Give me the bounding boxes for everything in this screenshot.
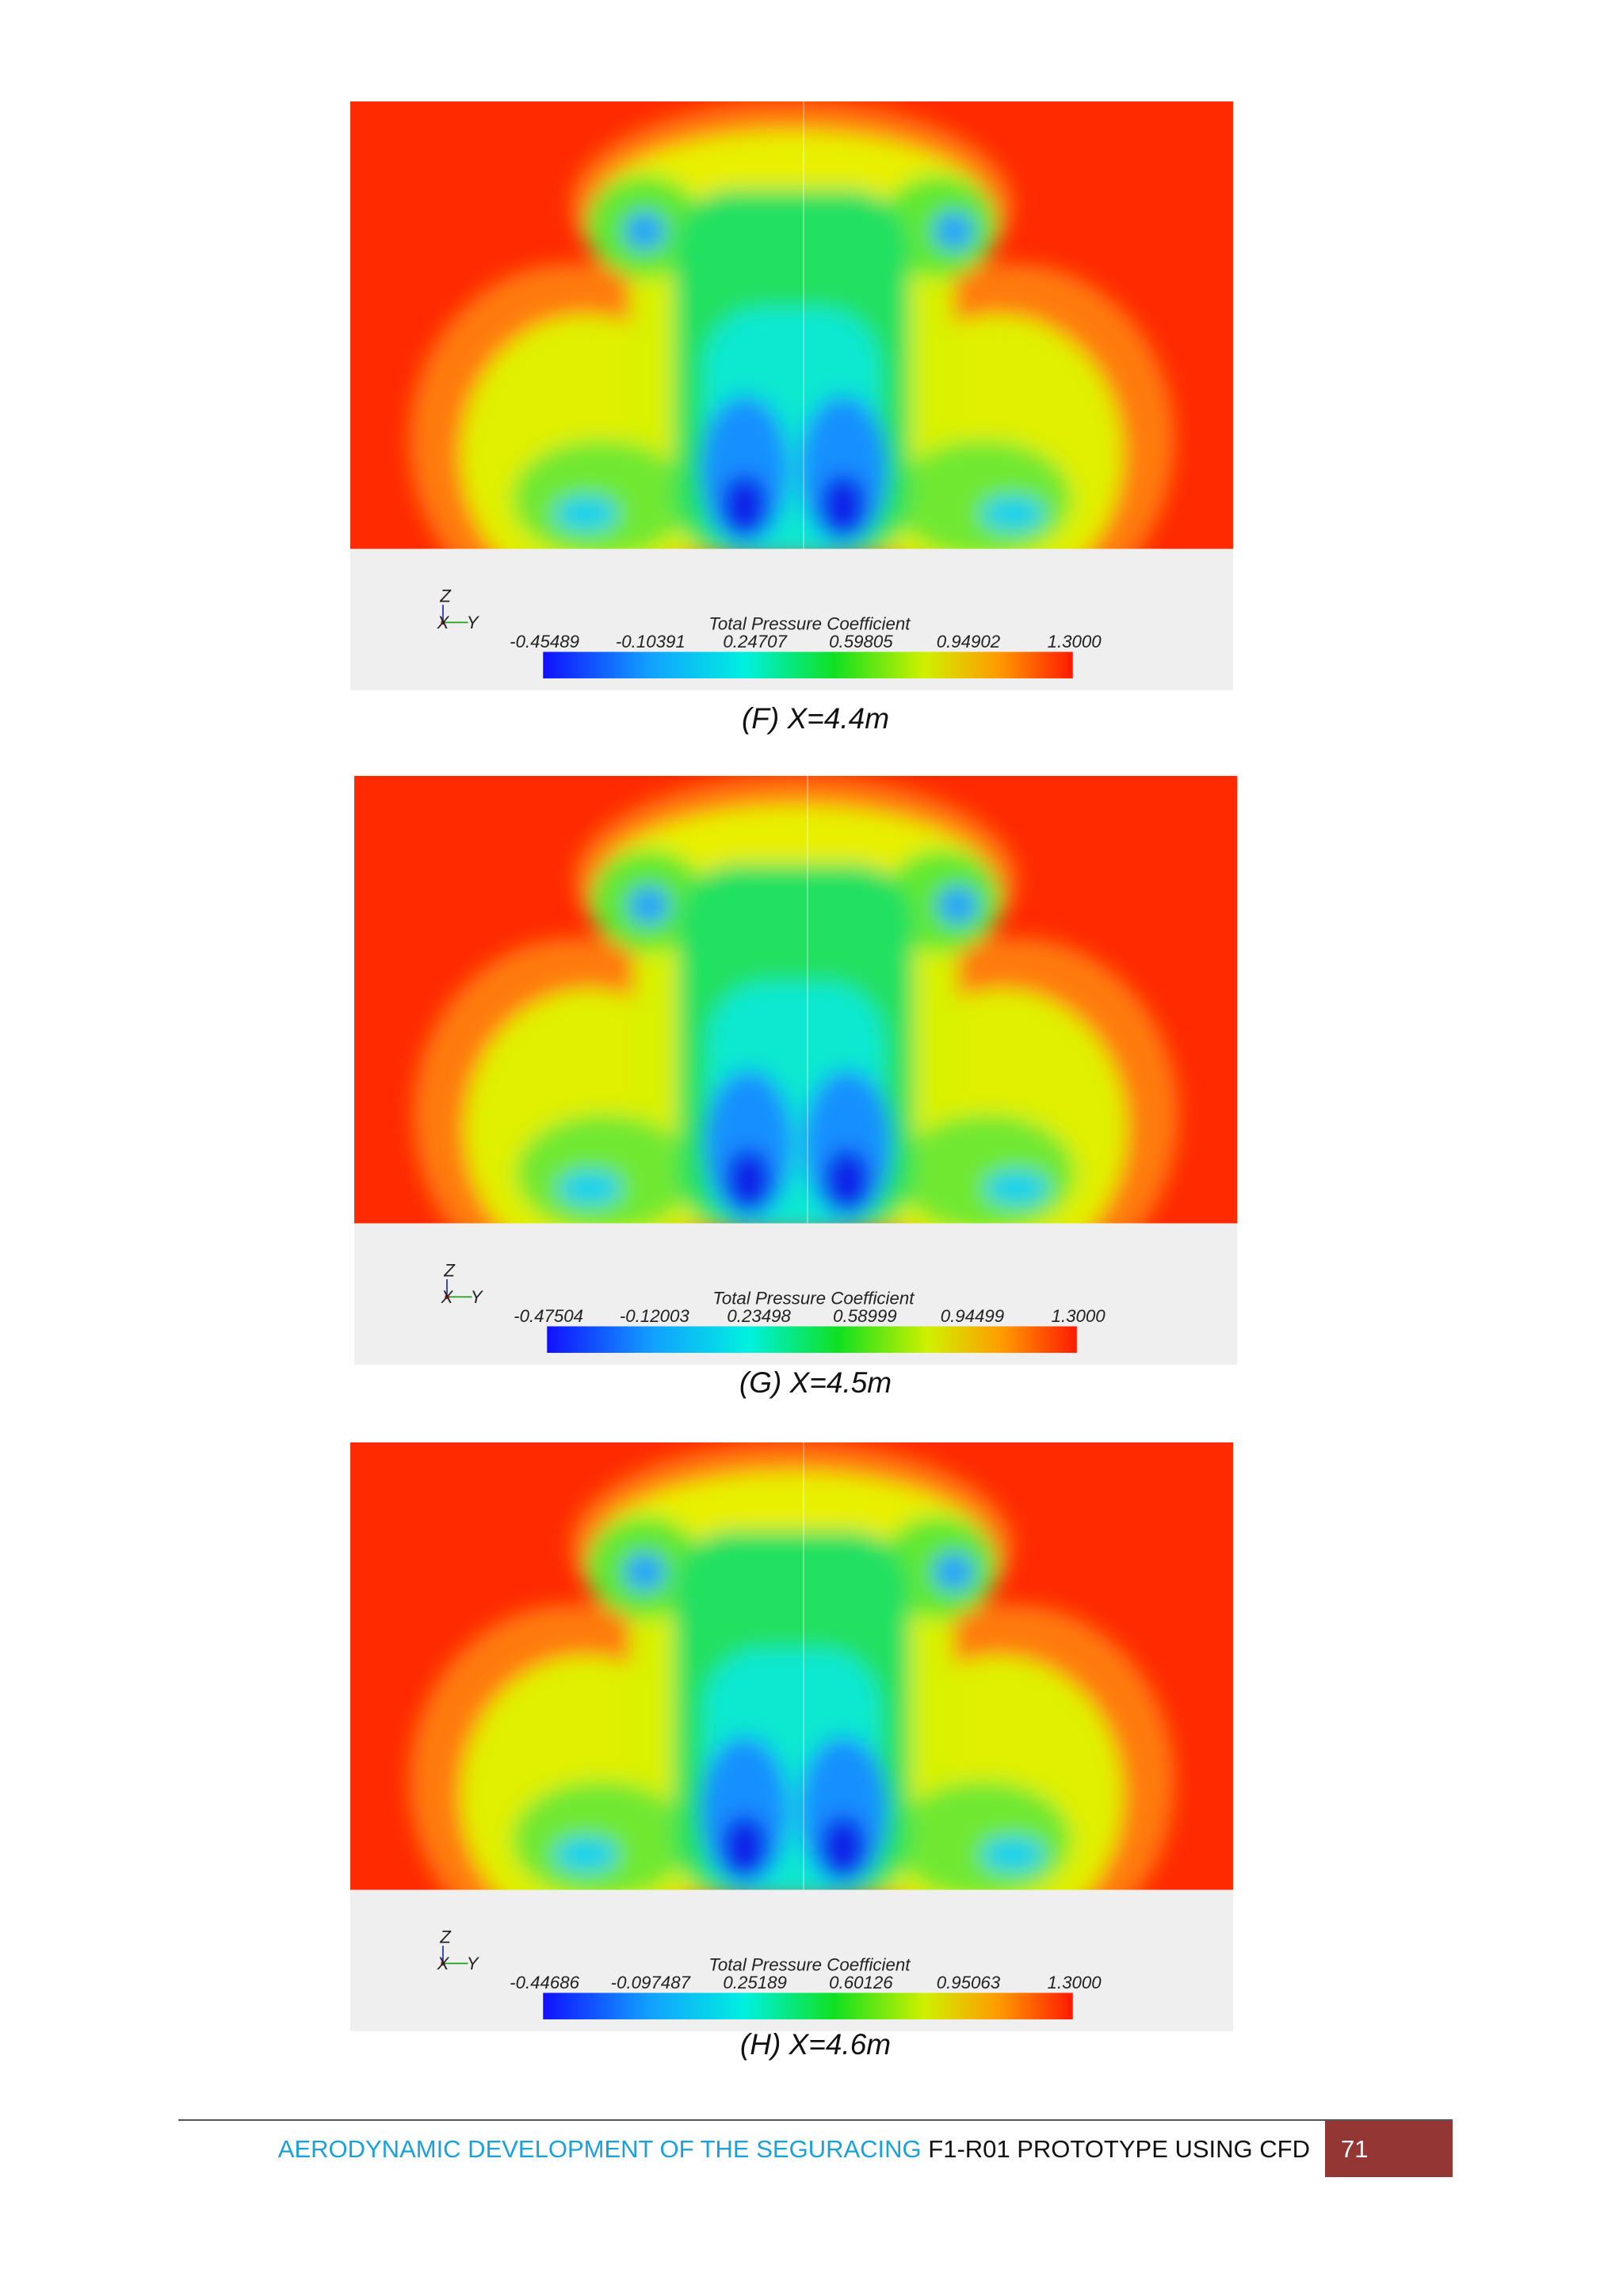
legend-label: 0.94499 [941,1306,1005,1326]
legend-title: Total Pressure Coefficient [708,1955,911,1975]
legend-label: -0.44686 [510,1973,580,1992]
legend-label: -0.10391 [616,632,685,651]
color-bar [543,651,1073,678]
axis-label: Y [471,1287,484,1307]
figure: ZX Y Total Pressure Coefficient -0.47504 -0.… [354,776,1237,1365]
caption: (G) X=4.5m [739,1366,892,1399]
pressure-contour [354,776,1237,1291]
legend-label: -0.12003 [620,1306,690,1326]
legend-label: 1.3000 [1052,1306,1106,1326]
legend-label: 0.59805 [829,632,893,651]
legend-label: 0.95063 [937,1973,1001,1992]
legend-label: 1.3000 [1048,632,1102,651]
caption: (H) X=4.6m [740,2028,891,2061]
pressure-contour [350,1442,1233,1958]
caption: (F) X=4.4m [742,702,889,735]
axis-label: Z [443,1260,456,1280]
axis-x [441,620,445,625]
legend-label: 0.60126 [829,1973,893,1992]
legend-label: 0.25189 [723,1973,787,1992]
color-bar [543,1992,1073,2019]
footer-title-black: F1-R01 PROTOTYPE USING CFD [928,2135,1310,2163]
legend-label: 1.3000 [1048,1973,1102,1992]
axis-label: X [437,1954,450,1973]
legend: ZX Y Total Pressure Coefficient -0.44686 -0.… [437,1927,1102,2019]
figure: ZX Y Total Pressure Coefficient -0.44686 -0.… [350,1442,1233,2031]
axis-label: Z [439,1927,452,1946]
axis-x [441,1961,445,1966]
legend-label: -0.47504 [514,1306,583,1326]
axis-x [445,1294,449,1300]
legend: ZX Y Total Pressure Coefficient -0.45489 -0.… [437,586,1102,678]
pressure-contour [350,101,1233,617]
axis-label: Y [467,1954,480,1973]
legend-label: 0.58999 [833,1306,897,1326]
color-bar [547,1326,1077,1353]
page-number: 71 [1341,2135,1368,2163]
legend-title: Total Pressure Coefficient [708,614,911,634]
axis-label: X [441,1287,454,1307]
figure: ZX Y Total Pressure Coefficient -0.45489 -0.… [350,101,1233,690]
legend-label: -0.45489 [510,632,579,651]
axis-label: Z [439,586,452,606]
axis-label: X [437,613,450,632]
legend-label: 0.24707 [723,632,788,651]
legend-label: 0.23498 [727,1306,791,1326]
axis-label: Y [467,613,480,632]
legend-label: 0.94902 [937,632,1001,651]
legend-label: -0.097487 [611,1973,692,1992]
page-number-box [1325,2121,1453,2177]
legend: ZX Y Total Pressure Coefficient -0.47504 -0.… [441,1260,1106,1353]
footer-title: AERODYNAMIC DEVELOPMENT OF THE SEGURACIN… [278,2135,1310,2163]
legend-title: Total Pressure Coefficient [712,1289,915,1308]
footer-title-blue: AERODYNAMIC DEVELOPMENT OF THE SEGURACIN… [278,2135,922,2163]
